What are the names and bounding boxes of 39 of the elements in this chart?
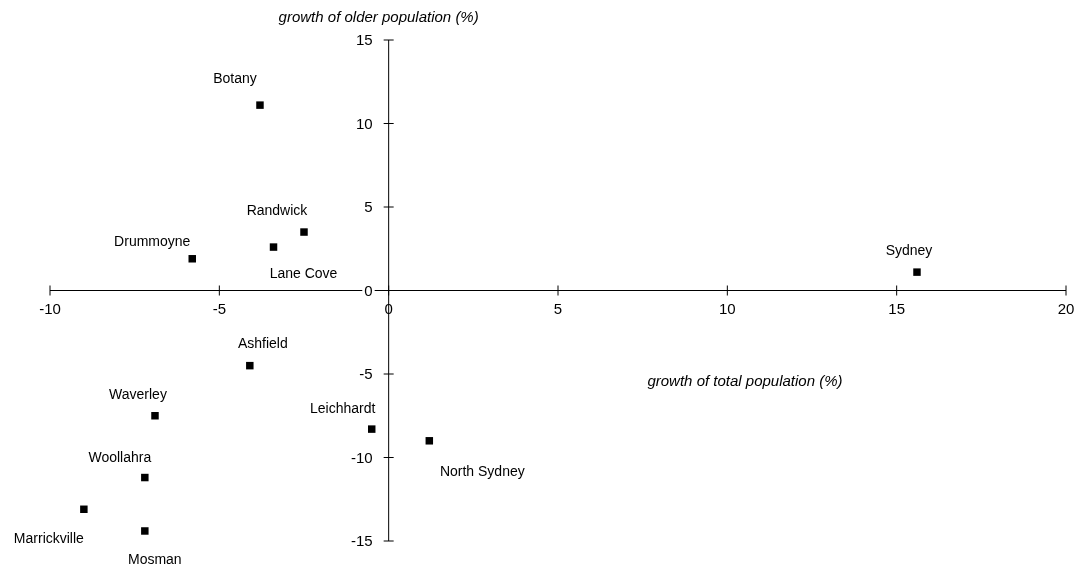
annotation: Sydney: [885, 242, 933, 259]
y-axis-title: growth of older population (%): [278, 8, 479, 25]
x-tick-label: -5: [212, 299, 227, 317]
annotation: Lane Cove: [269, 265, 338, 282]
annotation: Leichhardt: [310, 400, 376, 417]
annotation: Woollahra: [88, 448, 152, 465]
annotation: North Sydney: [439, 462, 525, 479]
x-axis-title: growth of total population (%): [647, 372, 843, 389]
x-tick-label: 15: [888, 299, 906, 317]
point: [913, 268, 921, 276]
annotation: Ashfield: [237, 334, 288, 351]
point: [141, 527, 149, 535]
annotation: Botany: [213, 70, 257, 87]
point: [367, 425, 376, 433]
x-tick-label: 20: [1057, 299, 1075, 317]
y-tick-label: 0: [364, 281, 373, 299]
point: [151, 412, 159, 420]
y-tick-label: 5: [364, 198, 373, 215]
point: [246, 361, 254, 370]
point: [141, 473, 149, 482]
x-tick-label: -10: [39, 299, 61, 317]
annotation: Marrickville: [13, 530, 85, 547]
y-tick-label: 15: [355, 31, 373, 48]
annotation: Randwick: [246, 202, 309, 219]
annotation: Drummoyne: [114, 232, 191, 249]
point: [300, 228, 308, 236]
annotation: Mosman: [127, 550, 182, 566]
point: [269, 243, 278, 251]
y-tick-label: -10: [350, 448, 373, 466]
point: [188, 255, 196, 263]
y-tick-label: 10: [355, 114, 373, 132]
x-tick-label: 10: [718, 299, 736, 317]
point: [80, 505, 88, 514]
y-tick-label: -5: [359, 365, 373, 382]
point: [256, 101, 264, 109]
point: [425, 437, 434, 445]
y-tick-label: -15: [350, 532, 373, 549]
x-tick-label: 5: [553, 299, 563, 317]
annotation: Waverley: [109, 385, 167, 402]
